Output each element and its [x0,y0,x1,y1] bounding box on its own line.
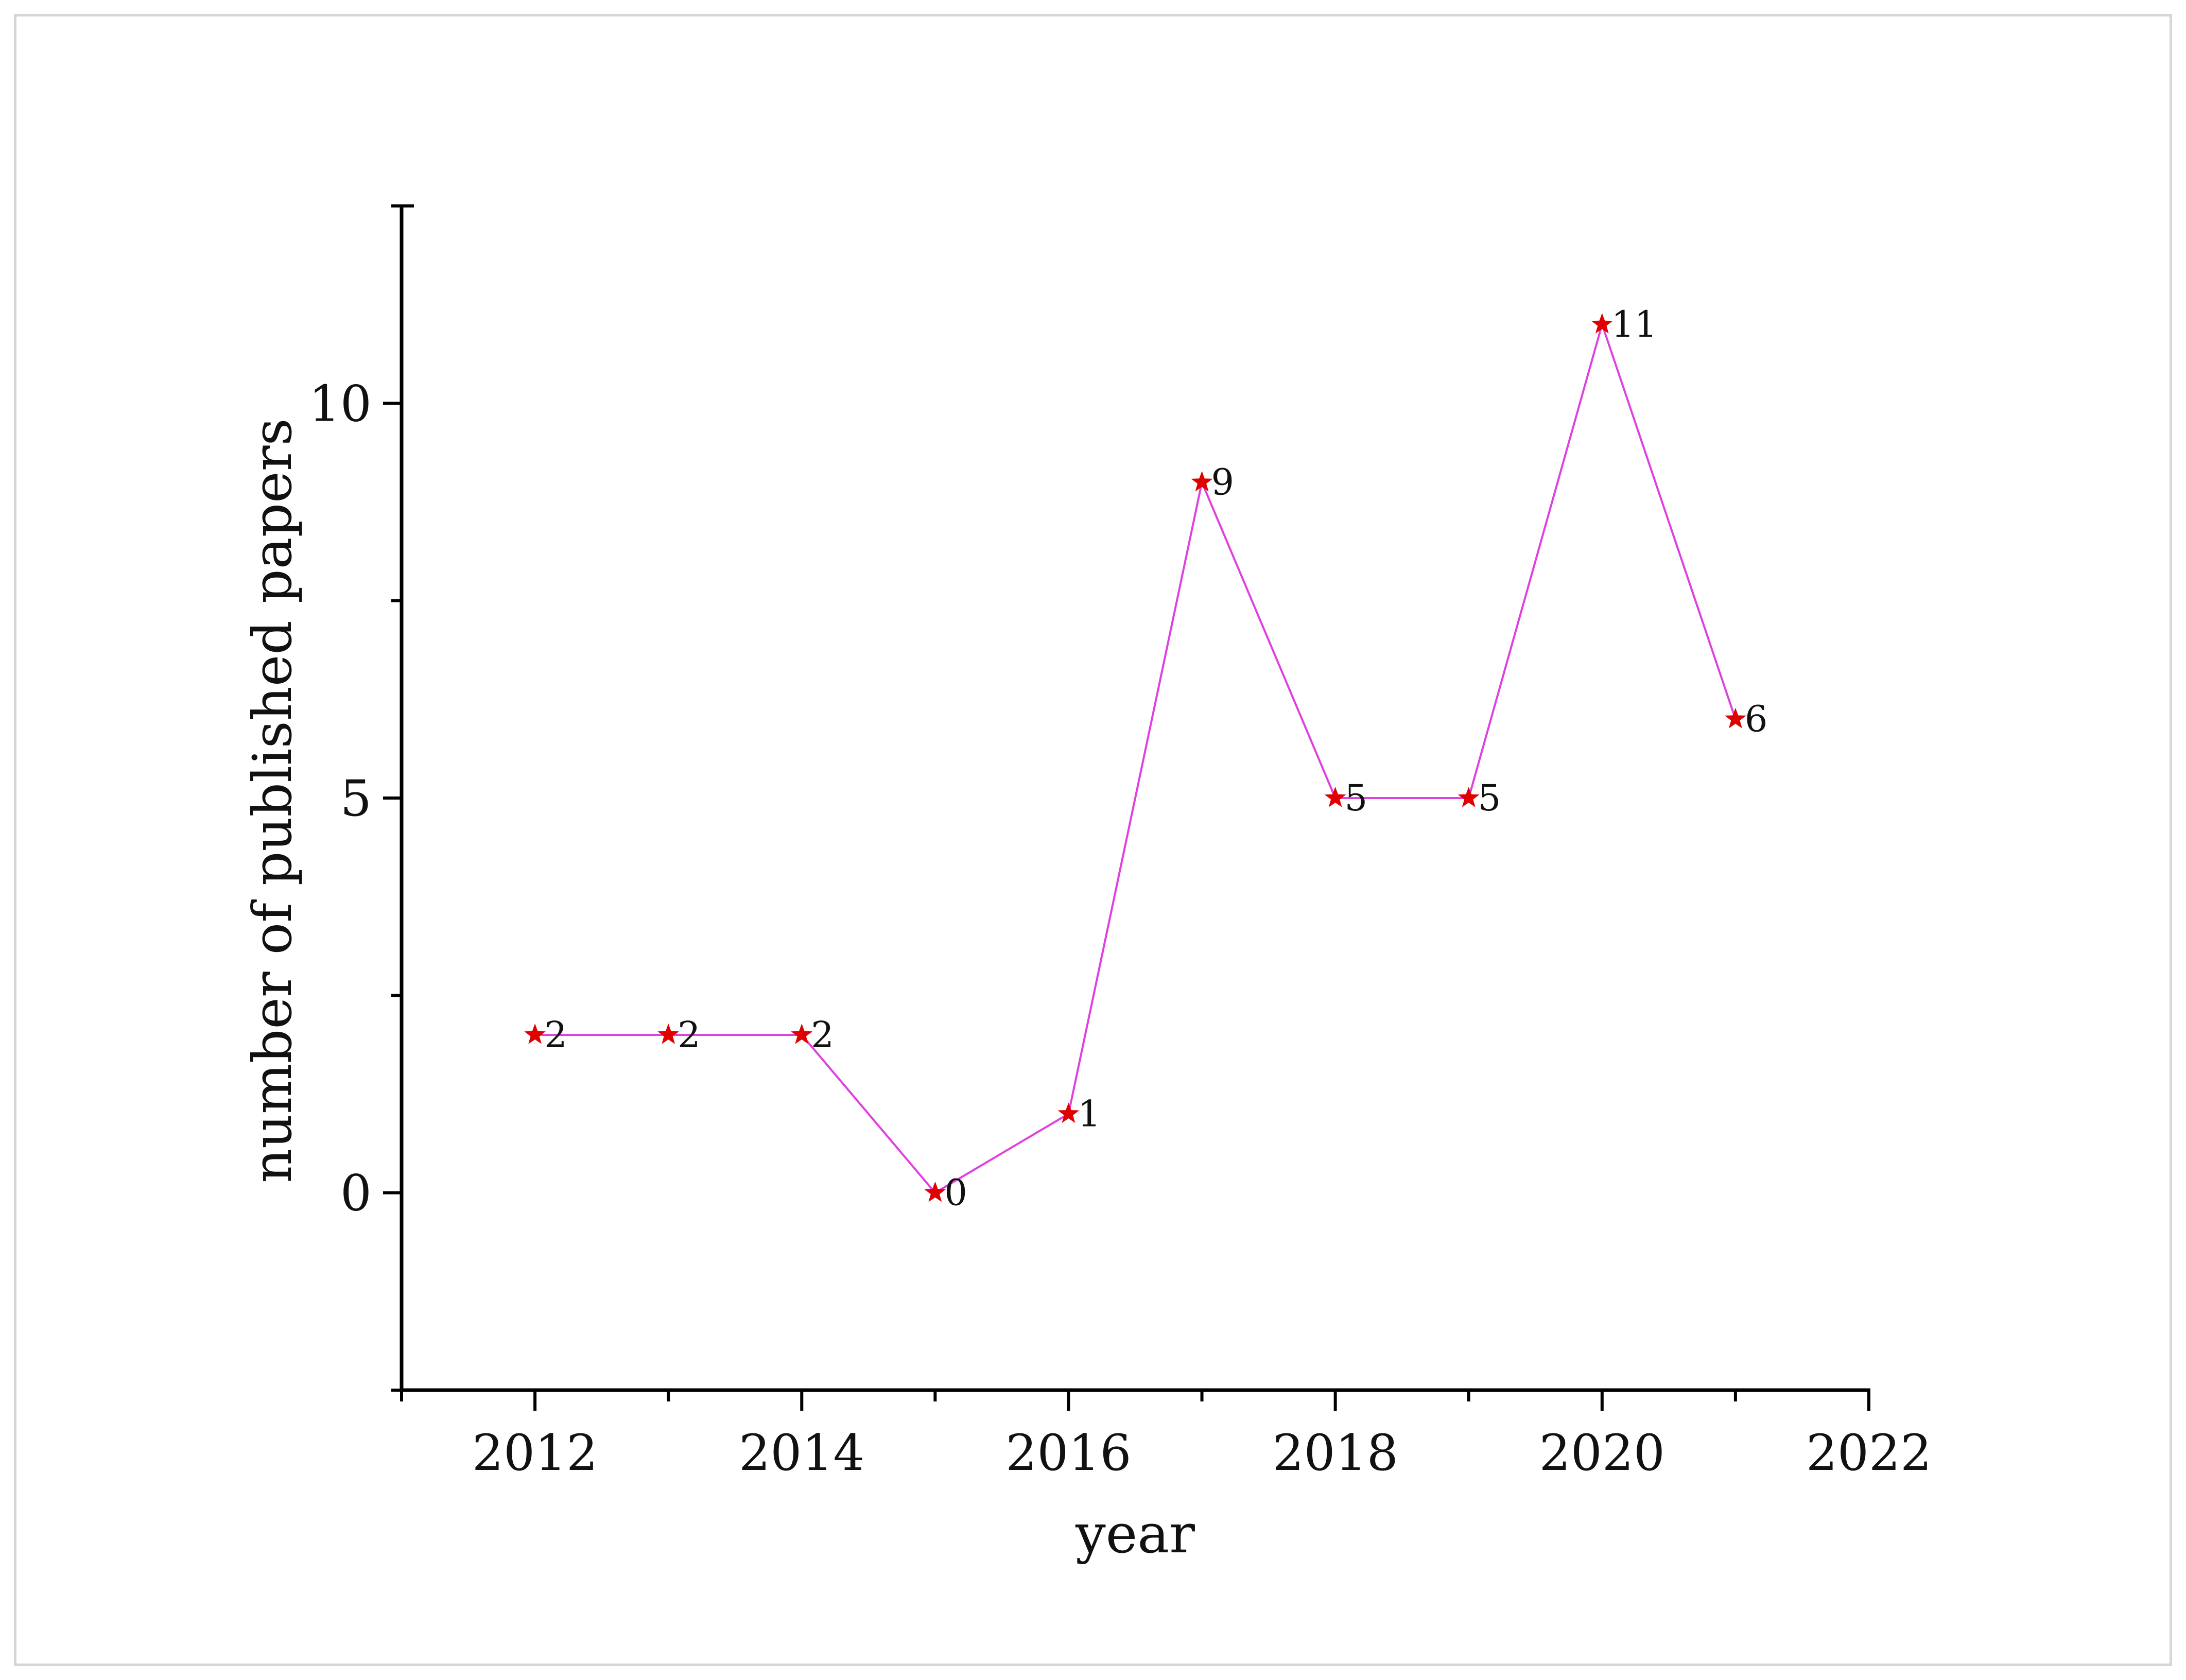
y-tick-label: 5 [340,770,372,827]
x-tick-label: 2014 [739,1424,864,1482]
data-label: 2 [544,1014,567,1056]
data-point-marker [1725,707,1746,729]
data-point-marker [1458,787,1480,807]
data-label: 2 [678,1014,701,1056]
data-point-marker [524,1024,546,1044]
data-point-marker [1191,471,1213,492]
data-label: 1 [1078,1093,1101,1135]
x-tick-label: 2016 [1005,1424,1131,1482]
y-tick-label: 10 [309,375,372,432]
data-point-marker [924,1181,946,1202]
series-layer [524,313,1746,1202]
data-label: 5 [1478,777,1501,819]
data-point-marker [657,1024,680,1044]
data-label: 11 [1611,303,1657,345]
data-label: 6 [1745,698,1768,740]
data-label: 2 [811,1014,834,1056]
data-label: 5 [1345,777,1368,819]
data-point-marker [791,1024,813,1044]
series-line [535,321,1737,1194]
x-tick-label: 2018 [1272,1424,1398,1482]
label-layer: 2 2 2 0 1 9 5 5 11 6 [544,303,1767,1214]
x-tick-label: 2020 [1539,1424,1665,1482]
y-axis-title: number of published papers [241,418,304,1183]
data-label: 9 [1211,461,1235,504]
x-tick-label: 2022 [1806,1424,1932,1482]
data-point-marker [1057,1102,1080,1123]
data-label: 0 [944,1172,967,1214]
x-axis-title: year [1075,1502,1195,1565]
x-tick-label: 2012 [472,1424,598,1482]
data-point-marker [1324,787,1346,807]
y-tick-label: 0 [340,1165,372,1222]
data-point-marker [1591,313,1613,334]
